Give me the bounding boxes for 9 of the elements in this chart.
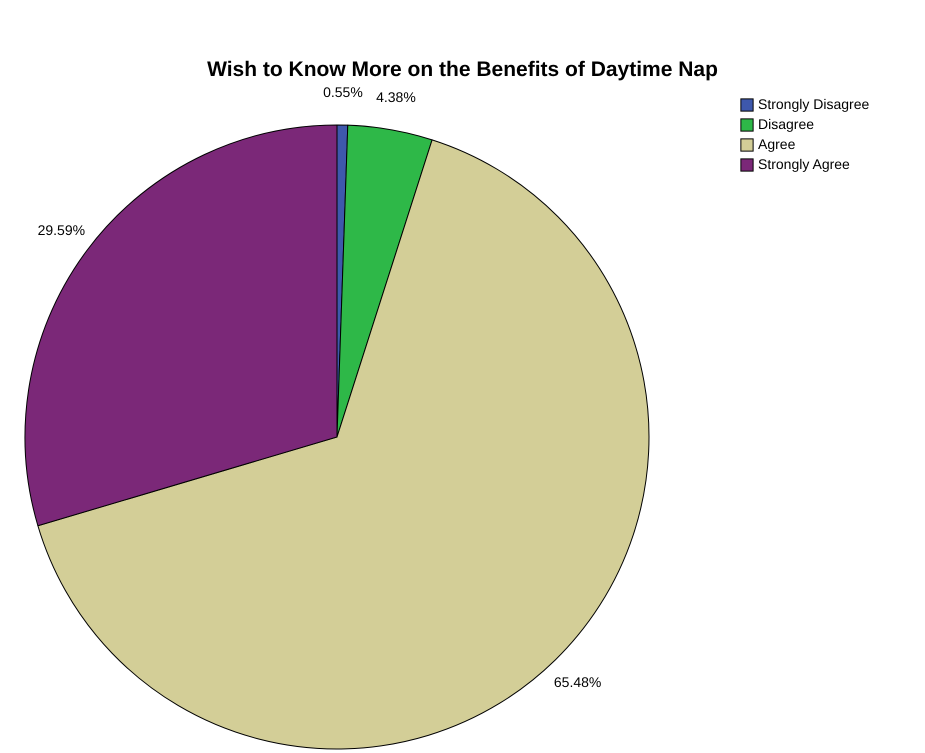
data-label: 4.38% [376,89,416,106]
legend-label: Disagree [758,116,814,132]
legend-label: Strongly Disagree [758,96,870,112]
data-label: 29.59% [38,222,86,238]
data-label: 65.48% [554,674,602,690]
data-label: 0.55% [323,84,363,100]
chart-title: Wish to Know More on the Benefits of Daytime Nap [207,58,718,81]
legend-label: Agree [758,136,796,152]
legend-label: Strongly Agree [758,156,850,172]
